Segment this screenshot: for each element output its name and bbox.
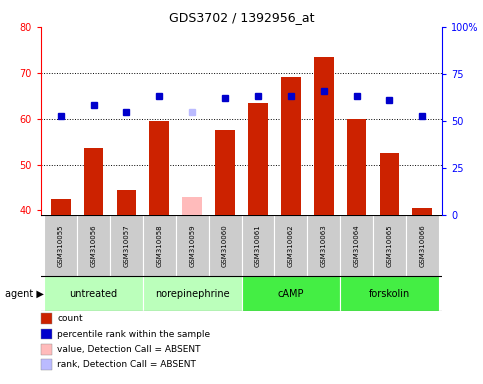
Text: percentile rank within the sample: percentile rank within the sample (57, 329, 211, 339)
Bar (242, 276, 340, 311)
Text: agent ▶: agent ▶ (5, 289, 43, 299)
Bar (143, 215, 176, 276)
Bar (44, 215, 77, 276)
Bar (314, 57, 333, 215)
Bar (373, 215, 406, 276)
Bar (183, 197, 202, 215)
Bar (242, 215, 274, 276)
Title: GDS3702 / 1392956_at: GDS3702 / 1392956_at (169, 11, 314, 24)
Bar (215, 130, 235, 215)
Bar (143, 276, 242, 311)
Bar (340, 276, 439, 311)
Text: GSM310065: GSM310065 (386, 224, 392, 267)
Bar (84, 149, 103, 215)
Text: value, Detection Call = ABSENT: value, Detection Call = ABSENT (57, 345, 201, 354)
Bar (110, 215, 143, 276)
Bar (44, 276, 143, 311)
Text: norepinephrine: norepinephrine (155, 289, 229, 299)
Bar (281, 77, 300, 215)
Text: untreated: untreated (70, 289, 118, 299)
Text: GSM310062: GSM310062 (288, 224, 294, 267)
Bar (248, 103, 268, 215)
Text: GSM310058: GSM310058 (156, 224, 162, 267)
Bar (51, 199, 71, 215)
Text: GSM310056: GSM310056 (91, 224, 97, 267)
Text: GSM310061: GSM310061 (255, 224, 261, 267)
Bar (150, 121, 169, 215)
Text: GSM310064: GSM310064 (354, 224, 359, 267)
Bar (176, 215, 209, 276)
Bar (412, 208, 432, 215)
Bar (380, 153, 399, 215)
Bar (340, 215, 373, 276)
Text: GSM310063: GSM310063 (321, 224, 327, 267)
Text: GSM310055: GSM310055 (58, 225, 64, 267)
Text: rank, Detection Call = ABSENT: rank, Detection Call = ABSENT (57, 360, 197, 369)
Bar (347, 119, 367, 215)
Text: GSM310060: GSM310060 (222, 224, 228, 267)
Text: cAMP: cAMP (278, 289, 304, 299)
Text: count: count (57, 314, 83, 323)
Bar (406, 215, 439, 276)
Text: GSM310066: GSM310066 (419, 224, 425, 267)
Bar (274, 215, 307, 276)
Text: forskolin: forskolin (369, 289, 410, 299)
Text: GSM310057: GSM310057 (124, 224, 129, 267)
Bar (116, 190, 136, 215)
Bar (307, 215, 340, 276)
Bar (77, 215, 110, 276)
Text: GSM310059: GSM310059 (189, 224, 195, 267)
Bar (209, 215, 242, 276)
